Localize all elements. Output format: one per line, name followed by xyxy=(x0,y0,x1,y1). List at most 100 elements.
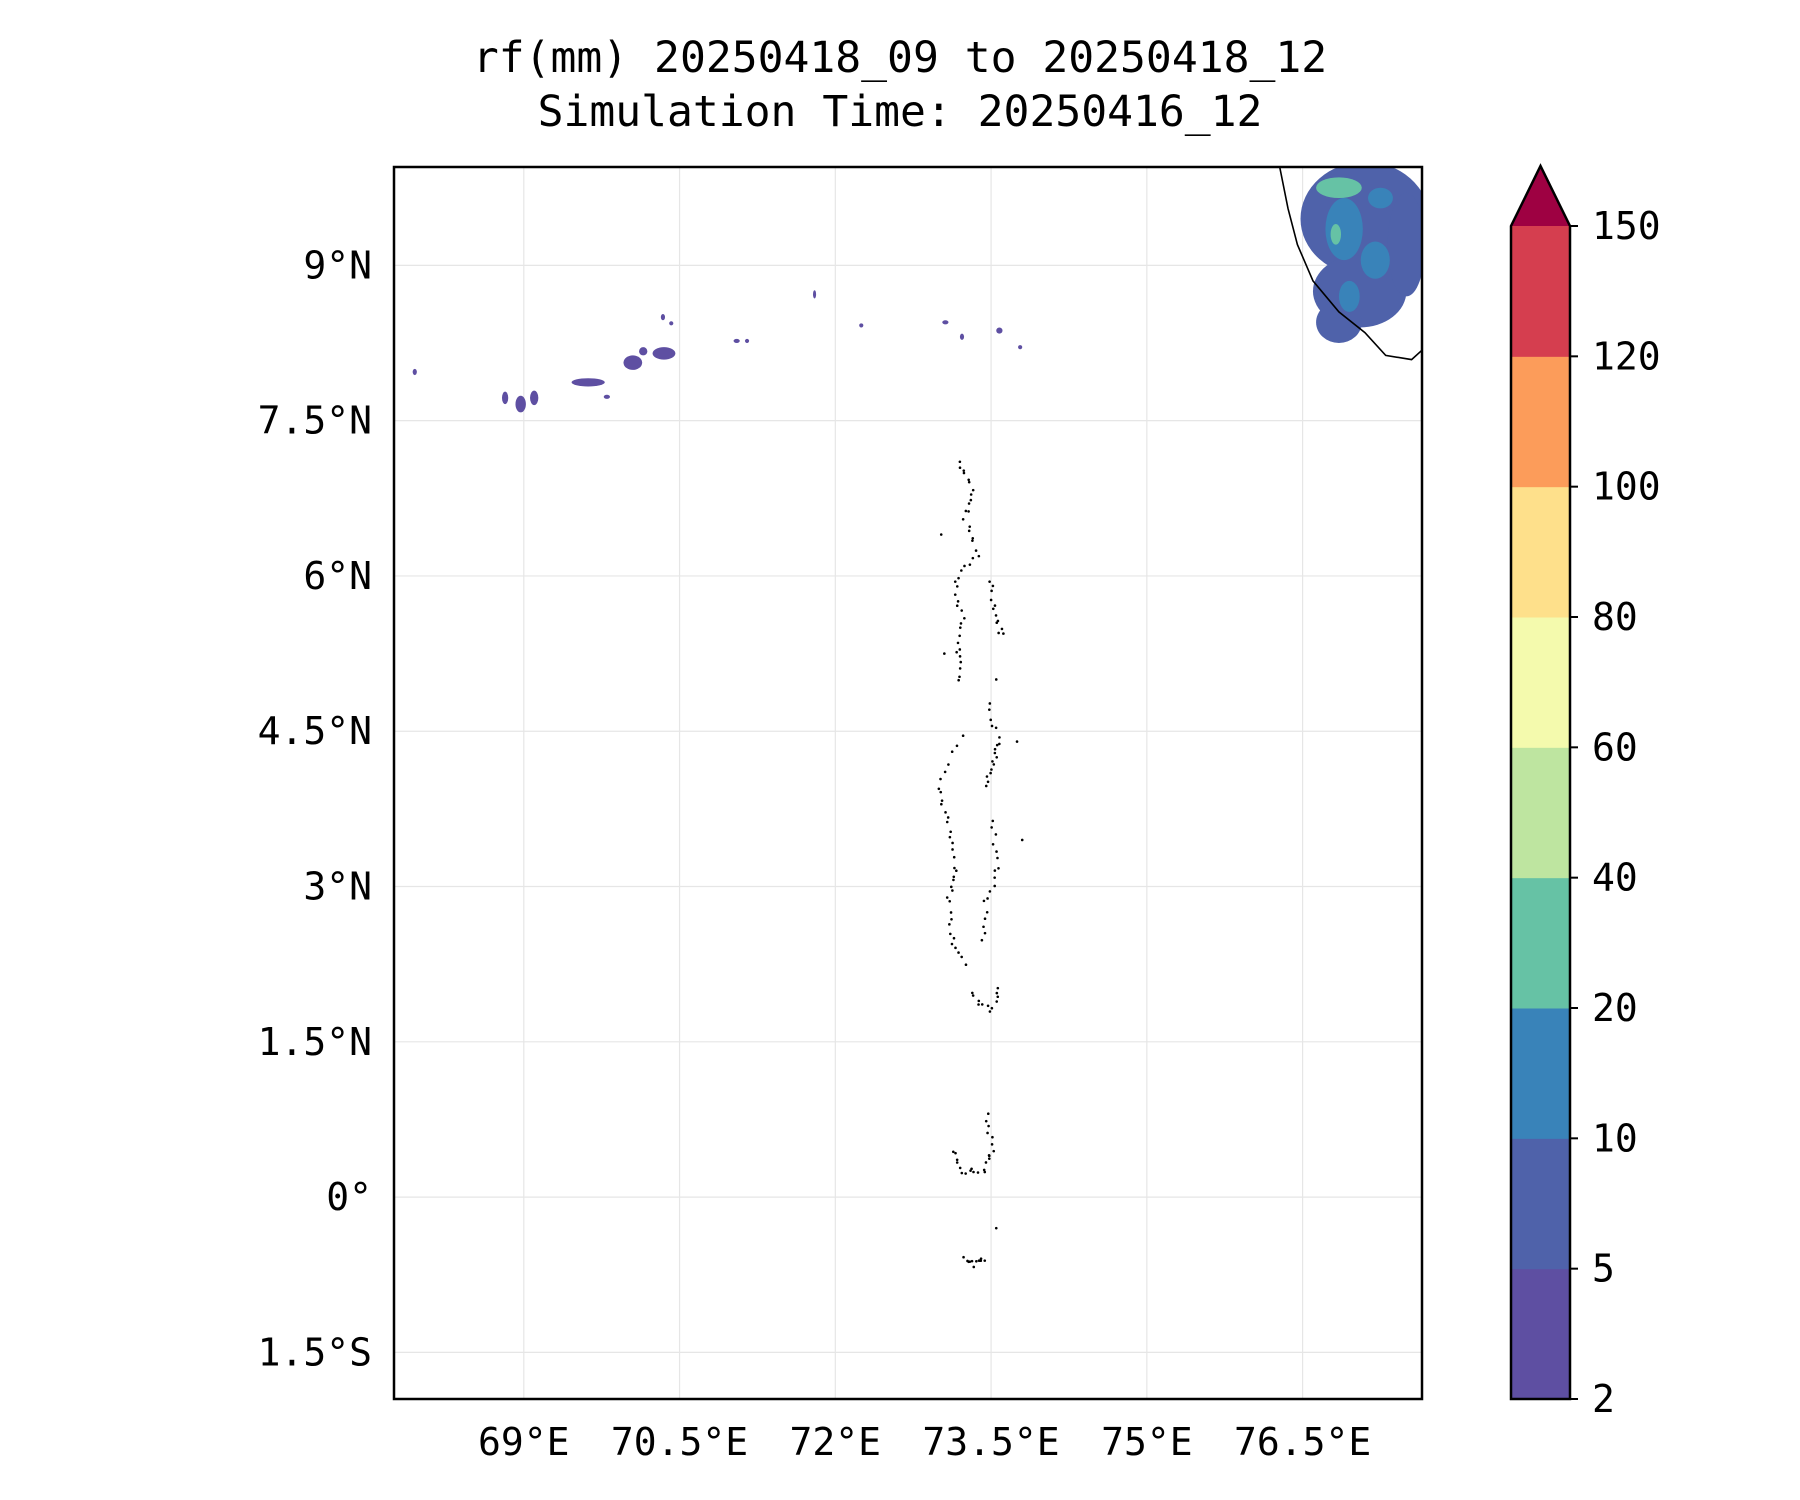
rainfall-patch xyxy=(652,347,676,360)
atoll-dot xyxy=(977,1003,980,1006)
atoll-dot xyxy=(971,488,975,492)
lon-tick-label: 70.5°E xyxy=(611,1420,748,1464)
atoll-dot xyxy=(974,549,978,552)
rainfall-patch xyxy=(501,391,509,405)
atoll-dot xyxy=(937,787,941,791)
lat-tick-label: 4.5°N xyxy=(258,709,372,753)
atoll-dot xyxy=(961,734,965,737)
atoll-dot xyxy=(956,600,960,603)
atoll-dot xyxy=(995,755,999,759)
atoll-dot xyxy=(939,777,942,781)
atoll-dot xyxy=(971,994,975,997)
atoll-dot xyxy=(959,660,963,664)
atoll-dot xyxy=(960,609,964,612)
atoll-dot xyxy=(986,897,989,900)
atoll-dot xyxy=(958,460,962,464)
lat-tick-labels: 9°N 7.5°N 6°N 4.5°N 3°N 1.5°N 0° 1.5°S xyxy=(258,243,372,1374)
atoll-dot xyxy=(958,1166,962,1170)
lon-tick-label: 76.5°E xyxy=(1234,1420,1371,1464)
atoll-dot xyxy=(970,1259,974,1263)
atoll-dot xyxy=(960,955,963,959)
atoll-dot xyxy=(958,667,962,670)
atoll-dot xyxy=(980,938,984,942)
atoll-dot xyxy=(988,580,991,583)
atoll-dot xyxy=(995,621,999,625)
atoll-dot xyxy=(990,826,993,829)
rainfall-patch xyxy=(412,368,417,376)
atoll-dot xyxy=(990,724,994,728)
atoll-dot xyxy=(958,648,962,651)
atoll-dot xyxy=(990,589,993,593)
atoll-dot xyxy=(997,631,1000,635)
rainfall-patch xyxy=(1338,280,1360,312)
atoll-dot xyxy=(969,1169,972,1172)
atoll-dot xyxy=(982,899,986,903)
atoll-dot xyxy=(947,763,950,766)
atoll-dot xyxy=(993,876,996,879)
lat-tick-label: 1.5°N xyxy=(258,1020,372,1064)
atoll-dot xyxy=(962,1255,965,1259)
atoll-dot xyxy=(986,780,990,784)
rainfall-patch xyxy=(1360,241,1390,279)
atoll-dot xyxy=(993,747,997,751)
atoll-dot xyxy=(948,899,952,903)
atoll-dot xyxy=(992,763,996,766)
atoll-dot xyxy=(949,830,952,834)
colorbar-segment xyxy=(1511,747,1570,879)
atoll-dot xyxy=(964,1172,967,1175)
colorbar-tick-label: 40 xyxy=(1592,856,1638,900)
atoll-dot xyxy=(971,991,974,995)
atoll-dot xyxy=(971,556,975,560)
atoll-dot xyxy=(956,641,960,645)
atoll-dot xyxy=(954,1151,957,1155)
atoll-dot xyxy=(982,925,985,929)
atoll-dot xyxy=(991,607,995,611)
colorbar-outline xyxy=(1509,163,1572,1401)
atoll-dot xyxy=(990,1006,994,1010)
atoll-dot xyxy=(994,614,998,617)
atoll-dot xyxy=(988,1010,992,1013)
atoll-dot xyxy=(992,1149,996,1153)
atoll-dot xyxy=(939,790,943,794)
atoll-dot xyxy=(993,604,997,607)
atoll-dot xyxy=(986,1112,990,1116)
rainfall-patch xyxy=(1387,192,1422,297)
atoll-dot xyxy=(953,580,957,583)
lat-tick-label: 6°N xyxy=(303,554,372,598)
atoll-dot xyxy=(993,751,997,755)
rainfall-patch xyxy=(530,390,539,406)
lon-tick-label: 69°E xyxy=(478,1420,570,1464)
atoll-dot xyxy=(955,604,959,608)
rainfall-patch xyxy=(859,323,864,328)
atoll-dot xyxy=(967,529,971,533)
atoll-dot xyxy=(985,910,989,914)
atoll-dot xyxy=(955,744,959,748)
lat-tick-label: 9°N xyxy=(303,243,372,287)
atoll-dot xyxy=(967,502,971,505)
atoll-dot xyxy=(950,918,953,921)
atoll-dot xyxy=(978,1259,982,1262)
atoll-dot xyxy=(984,1119,988,1123)
rainfall-patch xyxy=(623,355,643,370)
atoll-dot xyxy=(955,650,958,654)
atoll-dot xyxy=(979,1257,983,1260)
atoll-dot xyxy=(958,626,962,629)
atoll-dot xyxy=(955,1161,959,1164)
atoll-dot xyxy=(986,1131,989,1135)
atoll-dot xyxy=(949,911,953,914)
lat-tick-label: 1.5°S xyxy=(258,1330,372,1374)
rainfall-patch xyxy=(1316,301,1362,344)
rainfall-patch xyxy=(603,394,610,399)
rainfall-patch xyxy=(744,338,750,343)
atoll-dot xyxy=(963,616,966,620)
rainfall-patch xyxy=(1018,345,1023,350)
rainfall-patch xyxy=(515,395,526,413)
atoll-dot xyxy=(957,951,960,954)
atoll-dot xyxy=(969,498,973,502)
atoll-dot xyxy=(991,842,995,846)
map-frame xyxy=(392,165,1424,1401)
coastline xyxy=(937,167,1422,1269)
atoll-dot xyxy=(959,622,963,625)
rainfall-patch xyxy=(1368,187,1393,209)
lon-tick-label: 73.5°E xyxy=(922,1420,1059,1464)
